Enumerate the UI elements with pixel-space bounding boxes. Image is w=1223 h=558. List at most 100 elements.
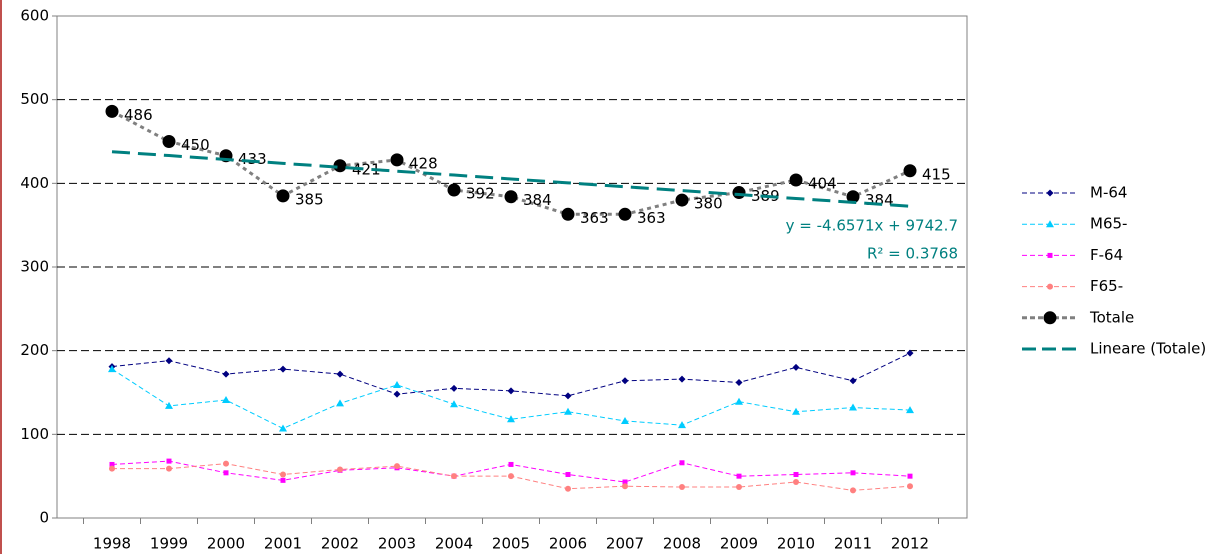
- data-label: 421: [352, 160, 381, 178]
- x-tick-label: 2006: [549, 535, 587, 553]
- marker: [108, 365, 116, 373]
- marker: [561, 207, 575, 221]
- data-label: 385: [295, 190, 324, 208]
- marker: [736, 484, 742, 491]
- data-label: 384: [865, 191, 894, 209]
- marker: [1046, 189, 1054, 197]
- marker: [564, 407, 572, 415]
- marker: [276, 189, 290, 203]
- marker: [735, 378, 743, 386]
- data-label: 433: [238, 150, 267, 168]
- x-tick-label: 2001: [264, 535, 302, 553]
- marker: [678, 421, 686, 429]
- marker: [850, 470, 856, 476]
- trend-equation: y = -4.6571x + 9742.7: [786, 217, 958, 235]
- marker: [166, 465, 172, 472]
- data-label: 363: [580, 209, 609, 227]
- series-line: [111, 368, 911, 430]
- y-tick-label: 200: [20, 341, 49, 359]
- marker: [280, 477, 286, 483]
- marker: [508, 461, 514, 467]
- marker: [508, 473, 514, 480]
- trend-r2: R² = 0.3768: [867, 245, 958, 263]
- x-tick-label: 2012: [891, 535, 929, 553]
- marker: [565, 485, 571, 492]
- marker: [906, 406, 914, 414]
- marker: [223, 460, 229, 467]
- marker: [564, 392, 572, 400]
- data-label: 428: [409, 154, 438, 172]
- y-tick-label: 0: [39, 509, 49, 527]
- marker: [846, 190, 860, 204]
- marker: [450, 400, 458, 408]
- marker: [792, 407, 800, 415]
- marker: [622, 483, 628, 490]
- data-label: 384: [523, 191, 552, 209]
- marker: [393, 390, 401, 398]
- marker: [336, 370, 344, 378]
- legend-label: F-64: [1090, 246, 1123, 264]
- marker: [789, 173, 803, 187]
- marker: [675, 193, 689, 207]
- legend-label: M-64: [1090, 184, 1127, 202]
- marker: [165, 357, 173, 365]
- x-tick-label: 2007: [606, 535, 644, 553]
- marker: [621, 416, 629, 424]
- marker: [507, 415, 515, 423]
- legend-label: F65-: [1090, 277, 1123, 295]
- legend-label: Lineare (Totale): [1090, 340, 1206, 358]
- marker: [679, 484, 685, 491]
- trend-line: [111, 150, 911, 208]
- marker: [792, 363, 800, 371]
- marker: [450, 384, 458, 392]
- x-tick-label: 2011: [834, 535, 872, 553]
- y-tick-label: 100: [20, 425, 49, 443]
- marker: [1047, 283, 1053, 290]
- legend-label: M65-: [1090, 215, 1127, 233]
- marker: [622, 479, 628, 485]
- marker: [280, 471, 286, 478]
- marker: [735, 397, 743, 405]
- x-tick-label: 2010: [777, 535, 815, 553]
- data-label: 415: [922, 165, 951, 183]
- x-tick-label: 2005: [492, 535, 530, 553]
- data-label: 450: [181, 136, 210, 154]
- x-tick-label: 2000: [207, 535, 245, 553]
- marker: [621, 377, 629, 385]
- marker: [678, 375, 686, 383]
- marker: [903, 164, 917, 178]
- marker: [105, 104, 119, 118]
- marker: [336, 399, 344, 407]
- marker: [504, 190, 518, 204]
- marker: [337, 466, 343, 473]
- marker: [166, 458, 172, 464]
- marker: [1047, 252, 1053, 258]
- x-tick-label: 1998: [93, 535, 131, 553]
- marker: [849, 403, 857, 411]
- marker: [451, 473, 457, 480]
- y-tick-label: 300: [20, 258, 49, 276]
- marker: [109, 465, 115, 472]
- marker: [222, 370, 230, 378]
- marker: [736, 473, 742, 479]
- marker: [732, 186, 746, 200]
- data-label: 404: [808, 174, 837, 192]
- marker: [393, 380, 401, 388]
- legend-label: Totale: [1089, 308, 1134, 326]
- marker: [394, 463, 400, 470]
- series-line: [111, 110, 911, 216]
- marker: [279, 424, 287, 432]
- marker: [222, 396, 230, 404]
- marker: [850, 487, 856, 494]
- marker: [793, 471, 799, 477]
- y-tick-label: 400: [20, 174, 49, 192]
- marker: [507, 387, 515, 395]
- x-tick-label: 1999: [150, 535, 188, 553]
- y-tick-label: 600: [20, 7, 49, 25]
- marker: [907, 483, 913, 490]
- marker: [333, 159, 347, 173]
- marker: [1046, 220, 1054, 228]
- marker: [390, 153, 404, 167]
